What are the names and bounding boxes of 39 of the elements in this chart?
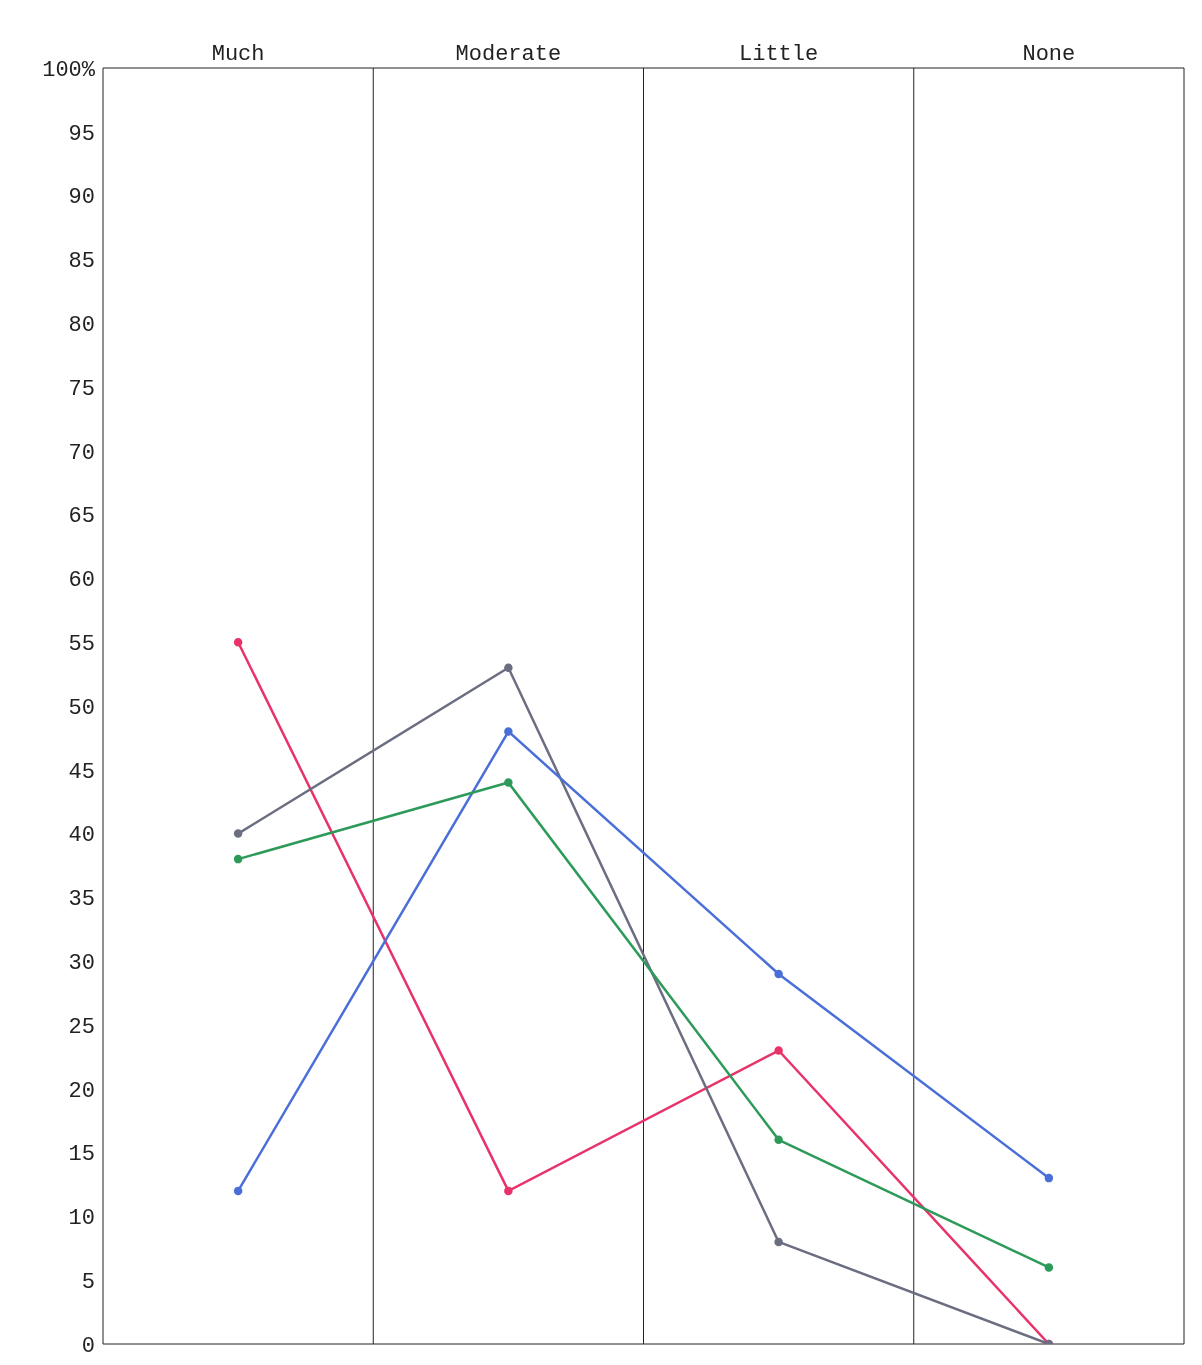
y-tick-label: 65 bbox=[68, 504, 95, 530]
y-tick-label: 75 bbox=[68, 376, 95, 402]
point bbox=[233, 829, 243, 838]
point bbox=[504, 1186, 513, 1196]
x-tick-label: None bbox=[1022, 42, 1076, 67]
point bbox=[774, 1046, 783, 1055]
y-tick-label: 0 bbox=[81, 1333, 95, 1359]
y-tick-label: 85 bbox=[68, 249, 95, 275]
y-tick-label: 70 bbox=[68, 440, 95, 466]
y-tick-label: 90 bbox=[68, 185, 95, 211]
y-tick-label: 15 bbox=[68, 1142, 95, 1168]
y-tick-label: 45 bbox=[68, 759, 95, 785]
x-tick-label: Little bbox=[739, 42, 819, 67]
y-tick-label: 40 bbox=[68, 823, 95, 849]
y-tick-label: 25 bbox=[68, 1014, 95, 1040]
point bbox=[1044, 1173, 1054, 1183]
y-tick-label: 30 bbox=[68, 951, 95, 977]
point bbox=[774, 1237, 783, 1247]
x-tick-label: Moderate bbox=[455, 42, 562, 67]
point bbox=[774, 969, 783, 979]
point bbox=[233, 1186, 243, 1196]
y-tick-label: 5 bbox=[81, 1270, 95, 1296]
x-tick-label: Much bbox=[211, 42, 265, 67]
point bbox=[504, 727, 513, 736]
point bbox=[233, 637, 243, 647]
point bbox=[774, 1135, 783, 1145]
y-tick-label: 95 bbox=[68, 121, 95, 147]
y-tick-label: 100% bbox=[42, 57, 96, 83]
y-tick-label: 10 bbox=[68, 1206, 95, 1232]
y-tick-label: 50 bbox=[68, 695, 95, 721]
y-tick-label: 60 bbox=[68, 568, 95, 594]
point bbox=[504, 663, 513, 672]
y-tick-label: 20 bbox=[68, 1078, 95, 1104]
point bbox=[504, 778, 513, 787]
y-tick-label: 35 bbox=[68, 887, 95, 913]
y-tick-label: 80 bbox=[68, 313, 95, 339]
y-tick-label: 55 bbox=[68, 632, 95, 658]
point bbox=[233, 854, 243, 864]
point bbox=[1044, 1263, 1054, 1272]
